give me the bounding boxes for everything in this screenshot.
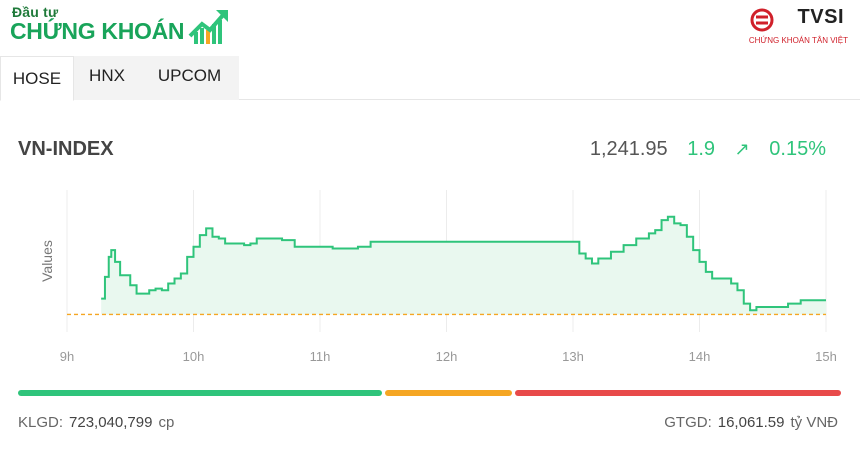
arrow-up-right-icon: ↗: [734, 139, 750, 159]
klgd-value: 723,040,799: [69, 414, 153, 431]
market-breadth-bar: [18, 390, 841, 398]
volume-summary: KLGD: 723,040,799 cp: [18, 414, 174, 431]
index-change: 1.9: [687, 138, 716, 160]
index-price: 1,241.95: [589, 138, 668, 160]
intraday-chart: 9h 10h 11h 12h 13h 14h 15h Values: [39, 190, 837, 364]
growth-chart-icon: [188, 10, 228, 44]
gtgd-unit: tỷ VNĐ: [790, 414, 838, 431]
x-tick-label: 14h: [689, 349, 711, 364]
index-name: VN-INDEX: [18, 138, 114, 160]
breadth-flat-segment: [385, 390, 512, 396]
dautu-chungkhoan-logo[interactable]: Đầu tư CHỨNG KHOÁN: [10, 4, 232, 48]
value-summary: GTGD: 16,061.59 tỷ VNĐ: [664, 414, 838, 431]
tabs-background: [74, 56, 239, 100]
index-percent: 0.15%: [769, 138, 826, 160]
gtgd-value: 16,061.59: [717, 414, 785, 431]
tvsi-logo-icon: [750, 8, 774, 32]
gtgd-label: GTGD:: [664, 414, 712, 431]
x-tick-label: 13h: [562, 349, 584, 364]
price-line: [101, 215, 826, 312]
logo-line1: Đầu tư: [12, 4, 59, 20]
klgd-label: KLGD:: [18, 414, 64, 431]
breadth-up-segment: [18, 390, 383, 396]
tab-hnx[interactable]: HNX: [89, 66, 125, 85]
brand-tagline: CHỨNG KHOÁN TÂN VIỆT: [748, 36, 848, 45]
x-tick-label: 10h: [183, 349, 205, 364]
y-axis-label: Values: [39, 240, 55, 282]
tab-hose[interactable]: HOSE: [0, 56, 74, 101]
x-tick-label: 15h: [815, 349, 837, 364]
klgd-unit: cp: [158, 414, 175, 431]
brand-name: TVSI: [797, 6, 844, 28]
x-tick-label: 12h: [436, 349, 458, 364]
tvsi-brand[interactable]: TVSI CHỨNG KHOÁN TÂN VIỆT: [738, 6, 848, 50]
x-tick-label: 11h: [310, 349, 331, 364]
exchange-tabs: HOSE HNX UPCOM: [0, 56, 860, 101]
breadth-down-segment: [515, 390, 841, 396]
logo-line2: CHỨNG KHOÁN: [10, 18, 185, 44]
x-tick-label: 9h: [60, 349, 74, 364]
price-area: [101, 216, 826, 315]
tab-upcom[interactable]: UPCOM: [157, 66, 222, 85]
index-summary: 1,241.95 1.9 ↗ 0.15%: [590, 138, 826, 161]
